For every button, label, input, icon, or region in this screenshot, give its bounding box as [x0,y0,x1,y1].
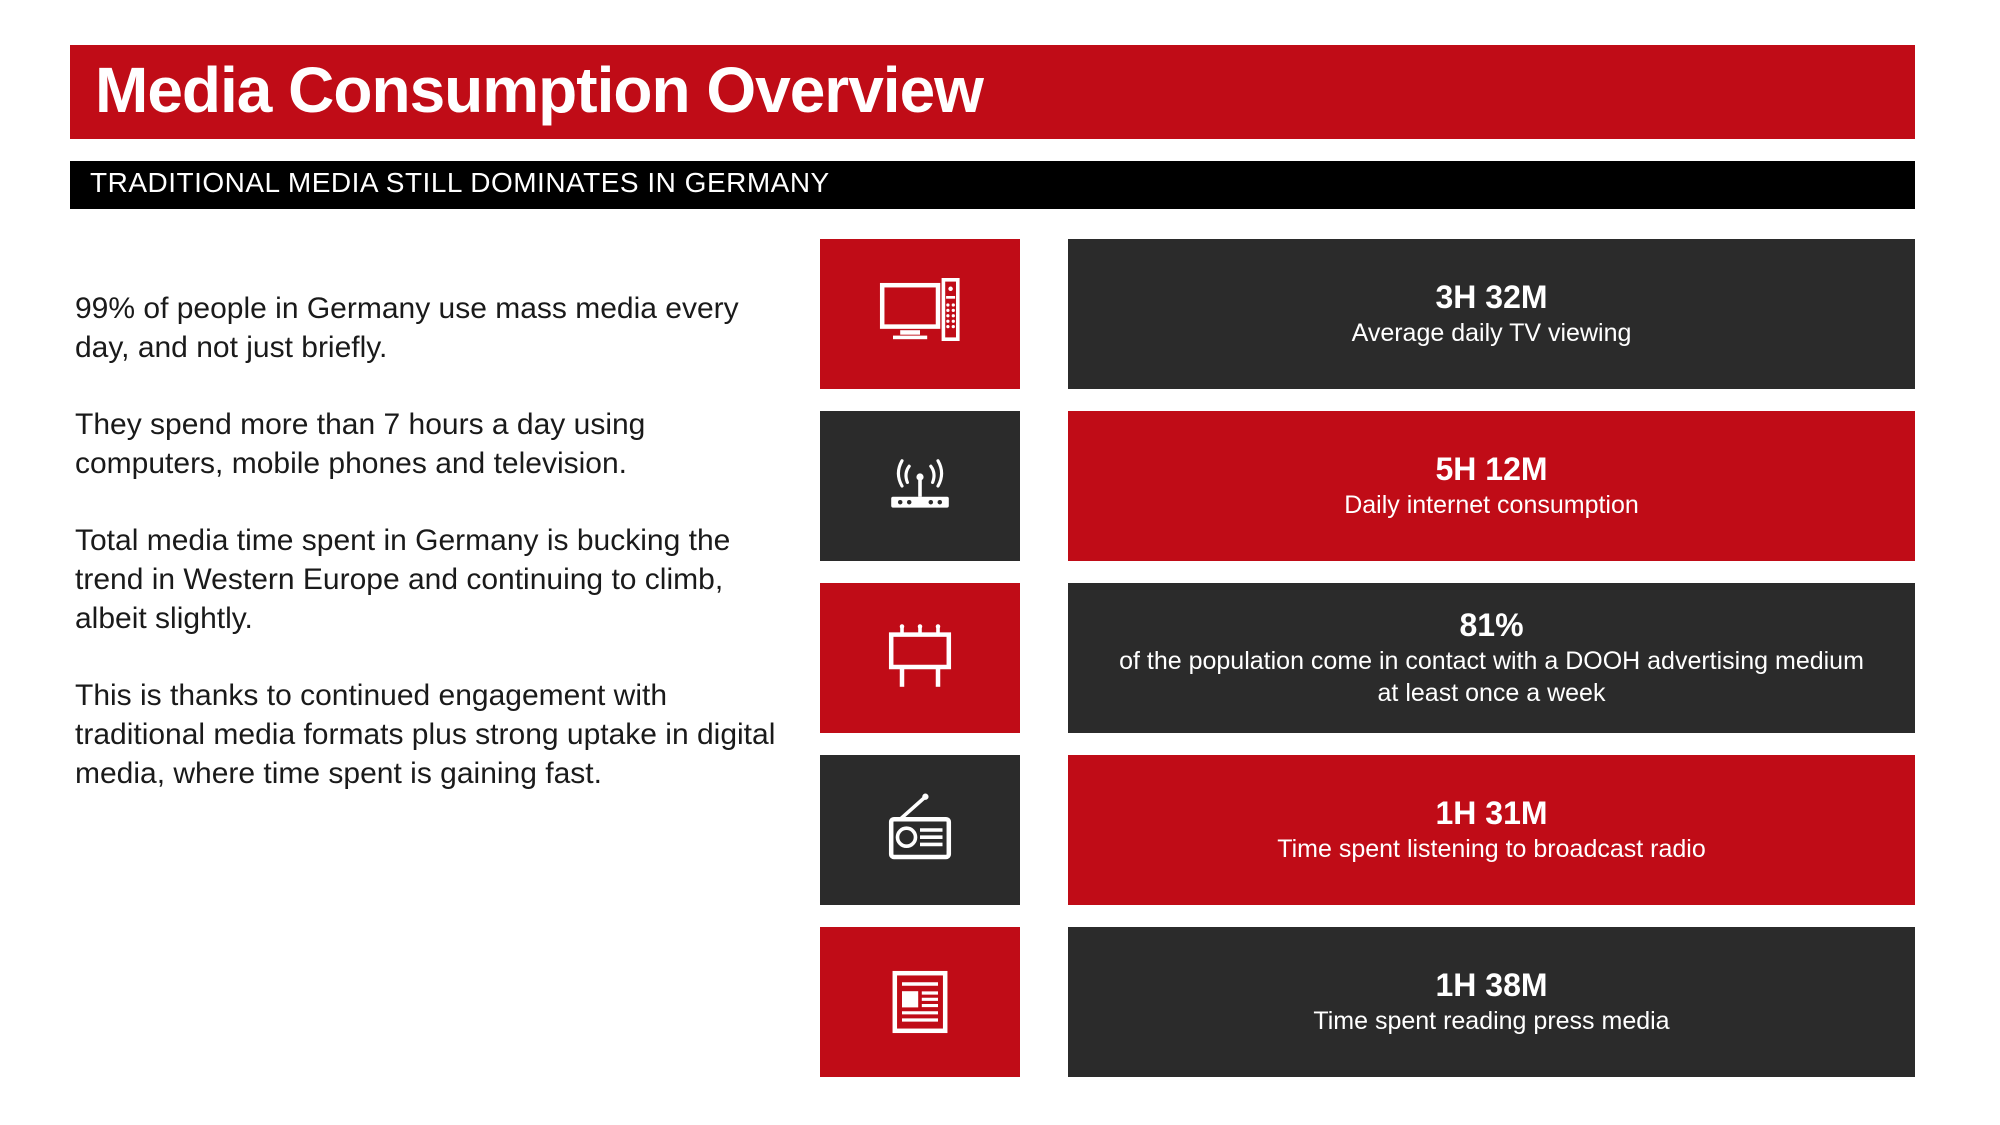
stat-row: 3H 32MAverage daily TV viewing [820,239,1915,389]
billboard-icon-box [820,583,1020,733]
content-area: 99% of people in Germany use mass media … [70,239,1915,1077]
router-icon-box [820,411,1020,561]
stat-label: Time spent listening to broadcast radio [1277,834,1705,865]
router-icon [875,441,965,531]
stat-box: 1H 38MTime spent reading press media [1068,927,1915,1077]
stats-column: 3H 32MAverage daily TV viewing 5H 12MDail… [820,239,1915,1077]
stat-label: Average daily TV viewing [1352,318,1632,349]
stat-box: 1H 31MTime spent listening to broadcast … [1068,755,1915,905]
stat-row: 1H 31MTime spent listening to broadcast … [820,755,1915,905]
stat-value: 3H 32M [1435,279,1547,316]
radio-icon-box [820,755,1020,905]
stat-value: 81% [1459,607,1523,644]
body-paragraph: 99% of people in Germany use mass media … [75,289,790,367]
tv-icon-box [820,239,1020,389]
stat-row: 81%of the population come in contact wit… [820,583,1915,733]
stat-box: 3H 32MAverage daily TV viewing [1068,239,1915,389]
page-title: Media Consumption Overview [95,53,1890,127]
body-paragraph: They spend more than 7 hours a day using… [75,405,790,483]
tv-icon [875,269,965,359]
stat-label: Time spent reading press media [1313,1006,1669,1037]
radio-icon [875,785,965,875]
stat-label: Daily internet consumption [1344,490,1639,521]
newspaper-icon [875,957,965,1047]
stat-row: 5H 12MDaily internet consumption [820,411,1915,561]
billboard-icon [875,613,965,703]
stat-value: 1H 31M [1435,795,1547,832]
body-paragraph: This is thanks to continued engagement w… [75,676,790,793]
stat-label: of the population come in contact with a… [1108,646,1875,709]
subtitle-bar: TRADITIONAL MEDIA STILL DOMINATES IN GER… [70,161,1915,209]
body-paragraph: Total media time spent in Germany is buc… [75,521,790,638]
title-bar: Media Consumption Overview [70,45,1915,139]
page-subtitle: TRADITIONAL MEDIA STILL DOMINATES IN GER… [90,167,1895,199]
stat-box: 5H 12MDaily internet consumption [1068,411,1915,561]
newspaper-icon-box [820,927,1020,1077]
stat-value: 1H 38M [1435,967,1547,1004]
stat-box: 81%of the population come in contact wit… [1068,583,1915,733]
stat-value: 5H 12M [1435,451,1547,488]
body-text-column: 99% of people in Germany use mass media … [70,239,790,1077]
stat-row: 1H 38MTime spent reading press media [820,927,1915,1077]
